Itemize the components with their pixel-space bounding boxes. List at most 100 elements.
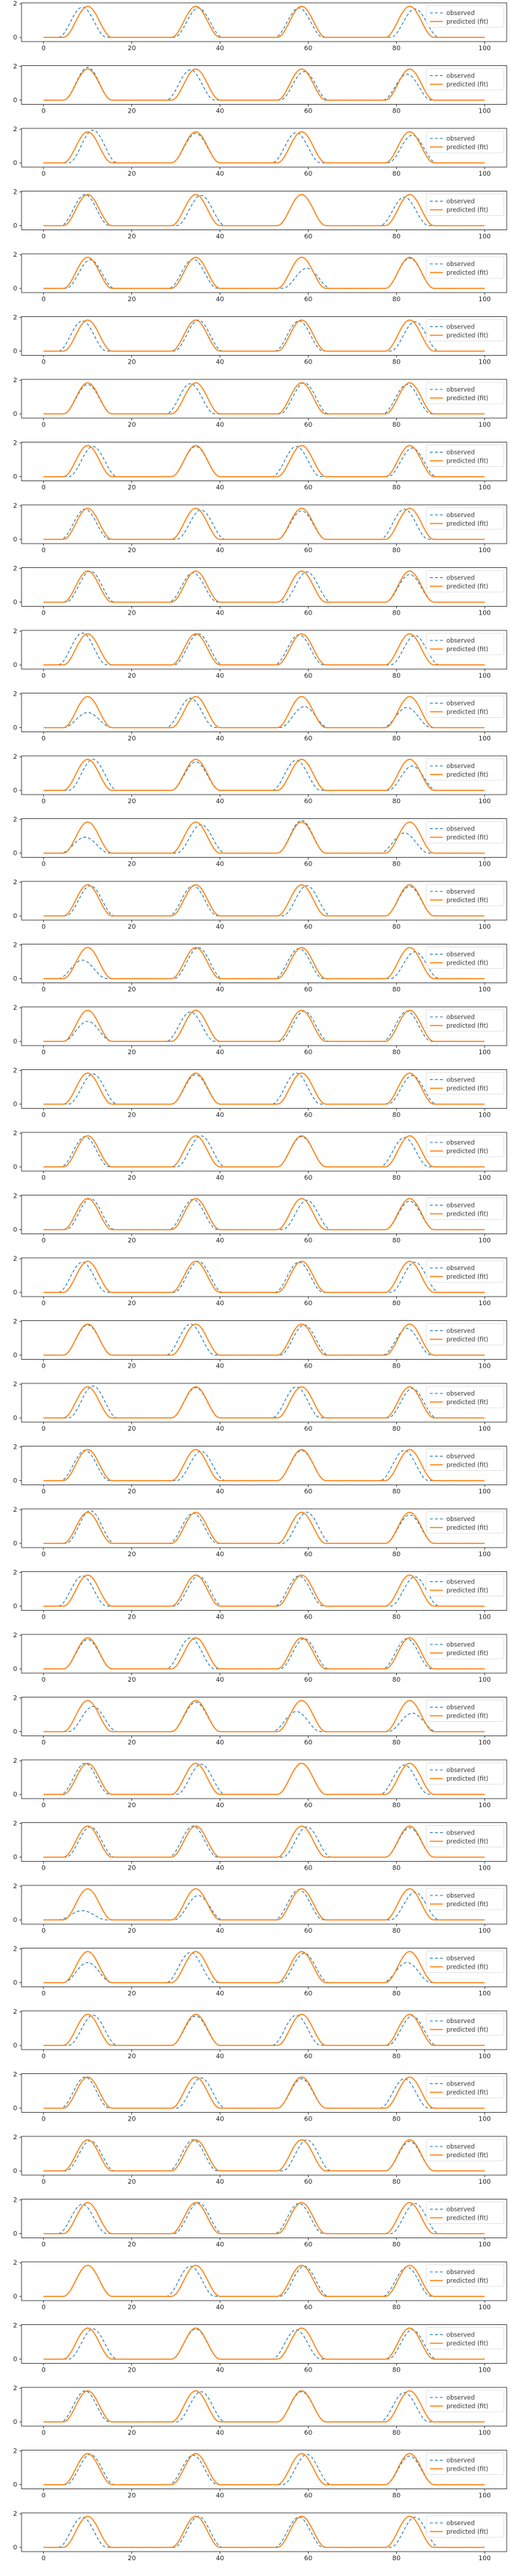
x-tick-label: 20 bbox=[128, 2493, 136, 2500]
series-predicted-line bbox=[43, 1135, 485, 1168]
series-predicted-line bbox=[43, 2202, 485, 2235]
x-tick-label: 40 bbox=[216, 673, 225, 680]
legend-label-predicted: predicted (fit) bbox=[446, 1274, 488, 1281]
x-tick-label: 60 bbox=[304, 422, 313, 429]
legend-label-predicted: predicted (fit) bbox=[446, 2090, 488, 2097]
legend-label-predicted: predicted (fit) bbox=[446, 2215, 488, 2222]
subplot-26: 0 20 40 60 80 100 0 2 observed predicted (fit) bbox=[13, 1570, 507, 1621]
x-tick-label: 40 bbox=[216, 1049, 225, 1056]
x-tick-label: 100 bbox=[479, 2179, 491, 2186]
x-tick-label: 80 bbox=[393, 987, 401, 994]
y-tick-label: 0 bbox=[13, 1980, 17, 1987]
y-tick-label: 0 bbox=[13, 1729, 17, 1736]
series-observed-line bbox=[43, 2139, 485, 2172]
x-tick-label: 0 bbox=[42, 422, 46, 429]
x-tick-label: 40 bbox=[216, 359, 225, 366]
x-tick-label: 100 bbox=[479, 1740, 491, 1747]
x-tick-label: 100 bbox=[479, 1489, 491, 1496]
x-tick-label: 100 bbox=[479, 422, 491, 429]
y-tick-label: 0 bbox=[13, 913, 17, 920]
axes-frame bbox=[21, 2, 507, 42]
legend-box bbox=[426, 1009, 505, 1032]
x-tick-label: 60 bbox=[304, 987, 313, 994]
legend-box bbox=[426, 445, 505, 467]
x-tick-label: 40 bbox=[216, 296, 225, 303]
x-tick-label: 20 bbox=[128, 2053, 136, 2060]
y-tick-label: 2 bbox=[13, 1632, 17, 1639]
series-observed-line bbox=[43, 194, 485, 227]
series-observed-line bbox=[43, 1637, 485, 1670]
series-predicted-line bbox=[43, 1762, 485, 1795]
series-observed-line bbox=[43, 1889, 485, 1921]
x-tick-label: 60 bbox=[304, 2555, 313, 2562]
x-tick-label: 0 bbox=[42, 2493, 46, 2500]
subplot-25: 0 20 40 60 80 100 0 2 observed predicted (fit) bbox=[13, 1507, 507, 1558]
x-tick-label: 40 bbox=[216, 2493, 225, 2500]
y-tick-label: 2 bbox=[13, 2134, 17, 2141]
x-tick-label: 60 bbox=[304, 2367, 313, 2374]
x-tick-label: 100 bbox=[479, 1928, 491, 1935]
series-observed-line bbox=[43, 1575, 485, 1607]
series-observed-line bbox=[43, 257, 485, 289]
legend-label-predicted: predicted (fit) bbox=[446, 772, 488, 779]
series-predicted-line bbox=[43, 256, 485, 289]
x-tick-label: 40 bbox=[216, 2242, 225, 2249]
x-tick-label: 60 bbox=[304, 1614, 313, 1621]
legend-label-observed: observed bbox=[446, 2018, 474, 2025]
x-tick-label: 80 bbox=[393, 422, 401, 429]
x-tick-label: 0 bbox=[42, 1112, 46, 1119]
x-tick-label: 100 bbox=[479, 2242, 491, 2249]
subplot-30: 0 20 40 60 80 100 0 2 observed predicted (fit) bbox=[13, 1821, 507, 1872]
legend-label-predicted: predicted (fit) bbox=[446, 521, 488, 528]
series-predicted-line bbox=[43, 2327, 485, 2360]
x-tick-label: 40 bbox=[216, 1175, 225, 1182]
y-tick-label: 2 bbox=[13, 1068, 17, 1075]
x-tick-label: 40 bbox=[216, 1991, 225, 1998]
y-tick-label: 0 bbox=[13, 160, 17, 167]
y-tick-label: 2 bbox=[13, 1821, 17, 1828]
legend-label-predicted: predicted (fit) bbox=[446, 2027, 488, 2034]
x-tick-label: 20 bbox=[128, 2242, 136, 2249]
y-tick-label: 0 bbox=[13, 1289, 17, 1297]
x-tick-label: 40 bbox=[216, 422, 225, 429]
series-observed-line bbox=[43, 1763, 485, 1795]
x-tick-label: 0 bbox=[42, 1740, 46, 1747]
legend-label-observed: observed bbox=[446, 701, 474, 708]
x-tick-label: 100 bbox=[479, 108, 491, 115]
x-tick-label: 40 bbox=[216, 547, 225, 554]
x-tick-label: 80 bbox=[393, 924, 401, 931]
series-predicted-line bbox=[43, 382, 485, 415]
y-tick-label: 0 bbox=[13, 1227, 17, 1234]
x-tick-label: 0 bbox=[42, 610, 46, 617]
series-predicted-line bbox=[43, 1386, 485, 1419]
legend-label-observed: observed bbox=[446, 1140, 474, 1147]
y-tick-label: 0 bbox=[13, 474, 17, 481]
x-tick-label: 60 bbox=[304, 1489, 313, 1496]
x-tick-label: 0 bbox=[42, 1551, 46, 1558]
x-tick-label: 80 bbox=[393, 1614, 401, 1621]
x-tick-label: 0 bbox=[42, 2367, 46, 2374]
x-tick-label: 80 bbox=[393, 1049, 401, 1056]
axes-frame bbox=[21, 2073, 507, 2113]
x-tick-label: 80 bbox=[393, 1238, 401, 1245]
legend-box bbox=[426, 1700, 505, 1722]
legend-label-predicted: predicted (fit) bbox=[446, 2466, 488, 2473]
x-tick-label: 60 bbox=[304, 736, 313, 743]
legend-label-predicted: predicted (fit) bbox=[446, 1399, 488, 1406]
legend-box bbox=[426, 570, 505, 592]
legend-label-predicted: predicted (fit) bbox=[446, 1650, 488, 1657]
x-tick-label: 80 bbox=[393, 1991, 401, 1998]
series-observed-line bbox=[43, 2202, 485, 2235]
x-tick-label: 80 bbox=[393, 1112, 401, 1119]
legend-label-predicted: predicted (fit) bbox=[446, 1211, 488, 1218]
axes-frame bbox=[21, 2450, 507, 2489]
legend-label-observed: observed bbox=[446, 1328, 474, 1335]
x-tick-label: 0 bbox=[42, 2116, 46, 2123]
x-tick-label: 20 bbox=[128, 45, 136, 52]
x-tick-label: 40 bbox=[216, 1300, 225, 1307]
